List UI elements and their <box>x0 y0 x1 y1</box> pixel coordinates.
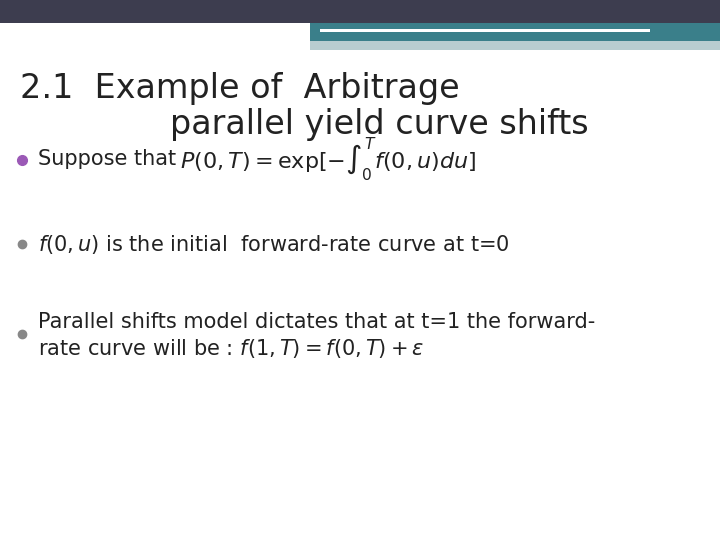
Text: $f(0, u)$ is the initial  forward-rate curve at t=0: $f(0, u)$ is the initial forward-rate cu… <box>38 233 510 255</box>
Text: 2.1  Example of  Arbitrage: 2.1 Example of Arbitrage <box>20 72 459 105</box>
Text: rate curve will be : $f(1,T) = f(0,T) + \epsilon$: rate curve will be : $f(1,T) = f(0,T) + … <box>38 336 424 360</box>
Text: parallel yield curve shifts: parallel yield curve shifts <box>170 108 589 141</box>
Bar <box>320 29 650 32</box>
Bar <box>310 23 720 41</box>
Text: Suppose that: Suppose that <box>38 149 176 169</box>
Text: Parallel shifts model dictates that at t=1 the forward-: Parallel shifts model dictates that at t… <box>38 312 595 332</box>
Bar <box>310 41 720 50</box>
Text: $P(0,T) = \exp[-\int_0^T f(0,u)du]$: $P(0,T) = \exp[-\int_0^T f(0,u)du]$ <box>180 135 476 183</box>
Bar <box>0 0 720 23</box>
